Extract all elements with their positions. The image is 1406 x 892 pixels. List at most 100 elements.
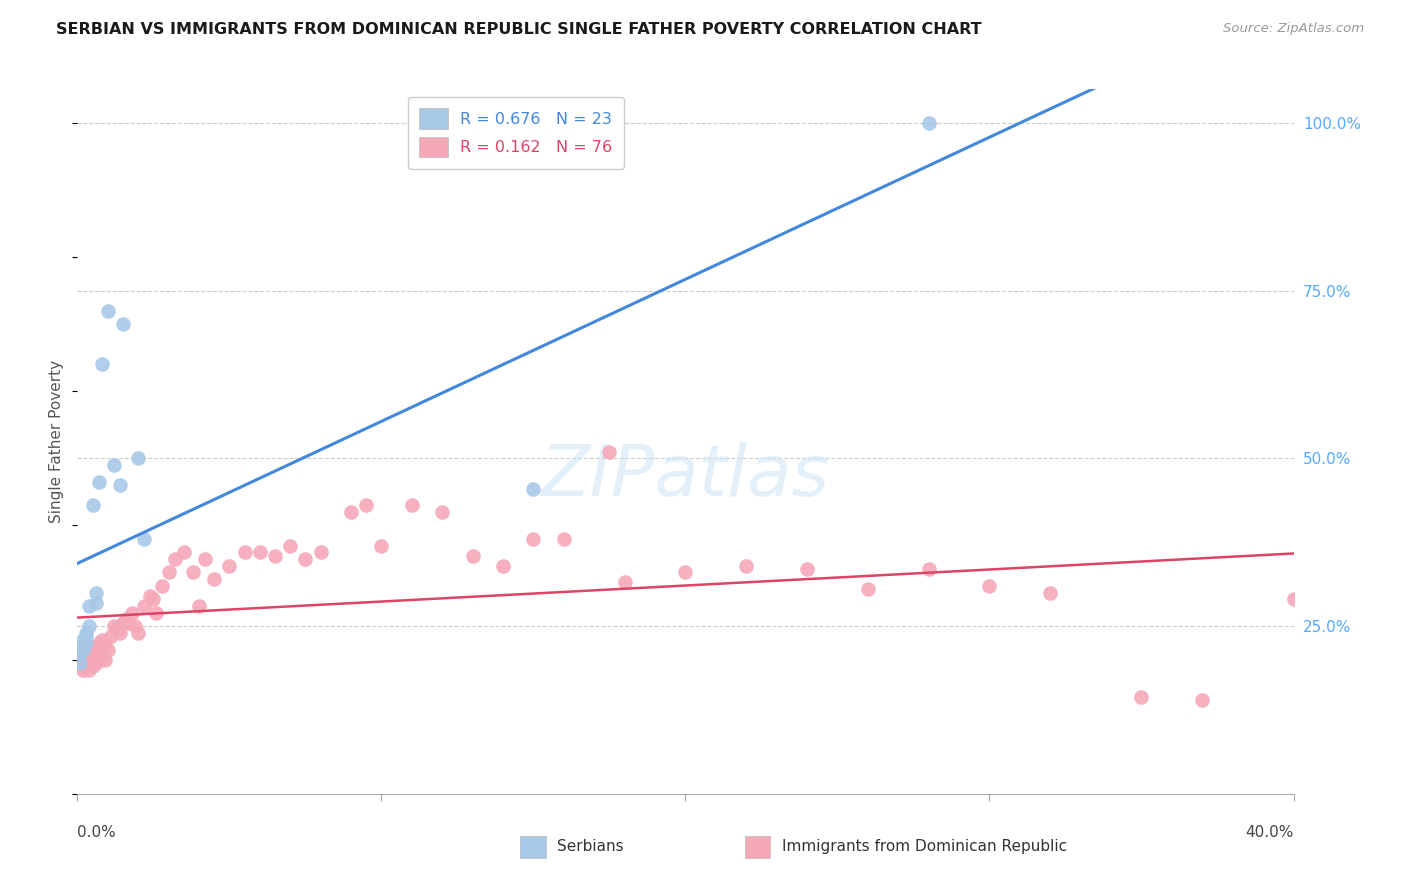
Point — [461, 549, 484, 563]
Point — [69, 653, 91, 667]
Point — [82, 653, 104, 667]
Point — [127, 625, 149, 640]
Point — [1282, 592, 1305, 607]
Point — [918, 562, 941, 576]
Point — [103, 458, 125, 472]
Point — [84, 585, 107, 599]
Point — [75, 659, 97, 673]
Point — [69, 656, 91, 670]
Point — [249, 545, 271, 559]
Point — [354, 498, 377, 512]
Point — [194, 552, 217, 566]
Point — [75, 646, 97, 660]
Point — [163, 552, 186, 566]
Point — [294, 552, 316, 566]
Point — [75, 625, 97, 640]
Point — [181, 566, 204, 580]
Point — [75, 629, 97, 643]
Text: Source: ZipAtlas.com: Source: ZipAtlas.com — [1223, 22, 1364, 36]
Point — [79, 663, 101, 677]
Point — [111, 615, 134, 630]
Point — [87, 636, 110, 650]
Point — [145, 606, 167, 620]
Text: Immigrants from Dominican Republic: Immigrants from Dominican Republic — [782, 839, 1067, 855]
Point — [124, 619, 146, 633]
Point — [84, 639, 107, 653]
Point — [134, 599, 156, 613]
Text: SERBIAN VS IMMIGRANTS FROM DOMINICAN REPUBLIC SINGLE FATHER POVERTY CORRELATION : SERBIAN VS IMMIGRANTS FROM DOMINICAN REP… — [56, 22, 981, 37]
Point — [309, 545, 332, 559]
Point — [103, 619, 125, 633]
Point — [735, 558, 758, 573]
Point — [218, 558, 240, 573]
Point — [856, 582, 879, 597]
Point — [93, 636, 115, 650]
Point — [173, 545, 195, 559]
Point — [90, 632, 112, 647]
Y-axis label: Single Father Poverty: Single Father Poverty — [49, 360, 65, 523]
Point — [492, 558, 515, 573]
Point — [401, 498, 423, 512]
Point — [264, 549, 287, 563]
Point — [79, 653, 101, 667]
Text: Serbians: Serbians — [557, 839, 623, 855]
Point — [93, 653, 115, 667]
Point — [340, 505, 363, 519]
Point — [90, 357, 112, 371]
Point — [1039, 585, 1062, 599]
Point — [72, 642, 94, 657]
Point — [84, 596, 107, 610]
Point — [613, 575, 636, 590]
Point — [79, 646, 101, 660]
Point — [90, 649, 112, 664]
Point — [522, 532, 544, 546]
Point — [233, 545, 256, 559]
Point — [139, 589, 162, 603]
Point — [108, 478, 131, 492]
Text: ZIPatlas: ZIPatlas — [541, 442, 830, 511]
Point — [87, 475, 110, 489]
Point — [69, 659, 91, 673]
Point — [69, 642, 91, 657]
Point — [82, 642, 104, 657]
Point — [72, 649, 94, 664]
Point — [82, 659, 104, 673]
Point — [115, 612, 138, 626]
Point — [72, 642, 94, 657]
Point — [278, 539, 301, 553]
Point — [142, 592, 165, 607]
Point — [111, 317, 134, 331]
Point — [157, 566, 180, 580]
Point — [188, 599, 211, 613]
Point — [432, 505, 454, 519]
Point — [152, 579, 174, 593]
Text: 40.0%: 40.0% — [1246, 825, 1294, 840]
Point — [121, 606, 143, 620]
Point — [97, 303, 120, 318]
Point — [553, 532, 575, 546]
Point — [796, 562, 818, 576]
Point — [72, 656, 94, 670]
Point — [84, 656, 107, 670]
Legend: R = 0.676   N = 23, R = 0.162   N = 76: R = 0.676 N = 23, R = 0.162 N = 76 — [408, 97, 624, 169]
Text: 0.0%: 0.0% — [77, 825, 117, 840]
Point — [1130, 690, 1153, 704]
Point — [87, 653, 110, 667]
Point — [598, 444, 620, 458]
Point — [79, 599, 101, 613]
Point — [100, 629, 122, 643]
Point — [72, 632, 94, 647]
Point — [202, 572, 225, 586]
Point — [97, 642, 120, 657]
Point — [75, 636, 97, 650]
Point — [127, 451, 149, 466]
Point — [69, 646, 91, 660]
Point — [134, 532, 156, 546]
Point — [979, 579, 1001, 593]
Point — [370, 539, 392, 553]
Point — [82, 498, 104, 512]
Point — [72, 663, 94, 677]
Point — [522, 482, 544, 496]
Point — [75, 653, 97, 667]
Point — [75, 639, 97, 653]
